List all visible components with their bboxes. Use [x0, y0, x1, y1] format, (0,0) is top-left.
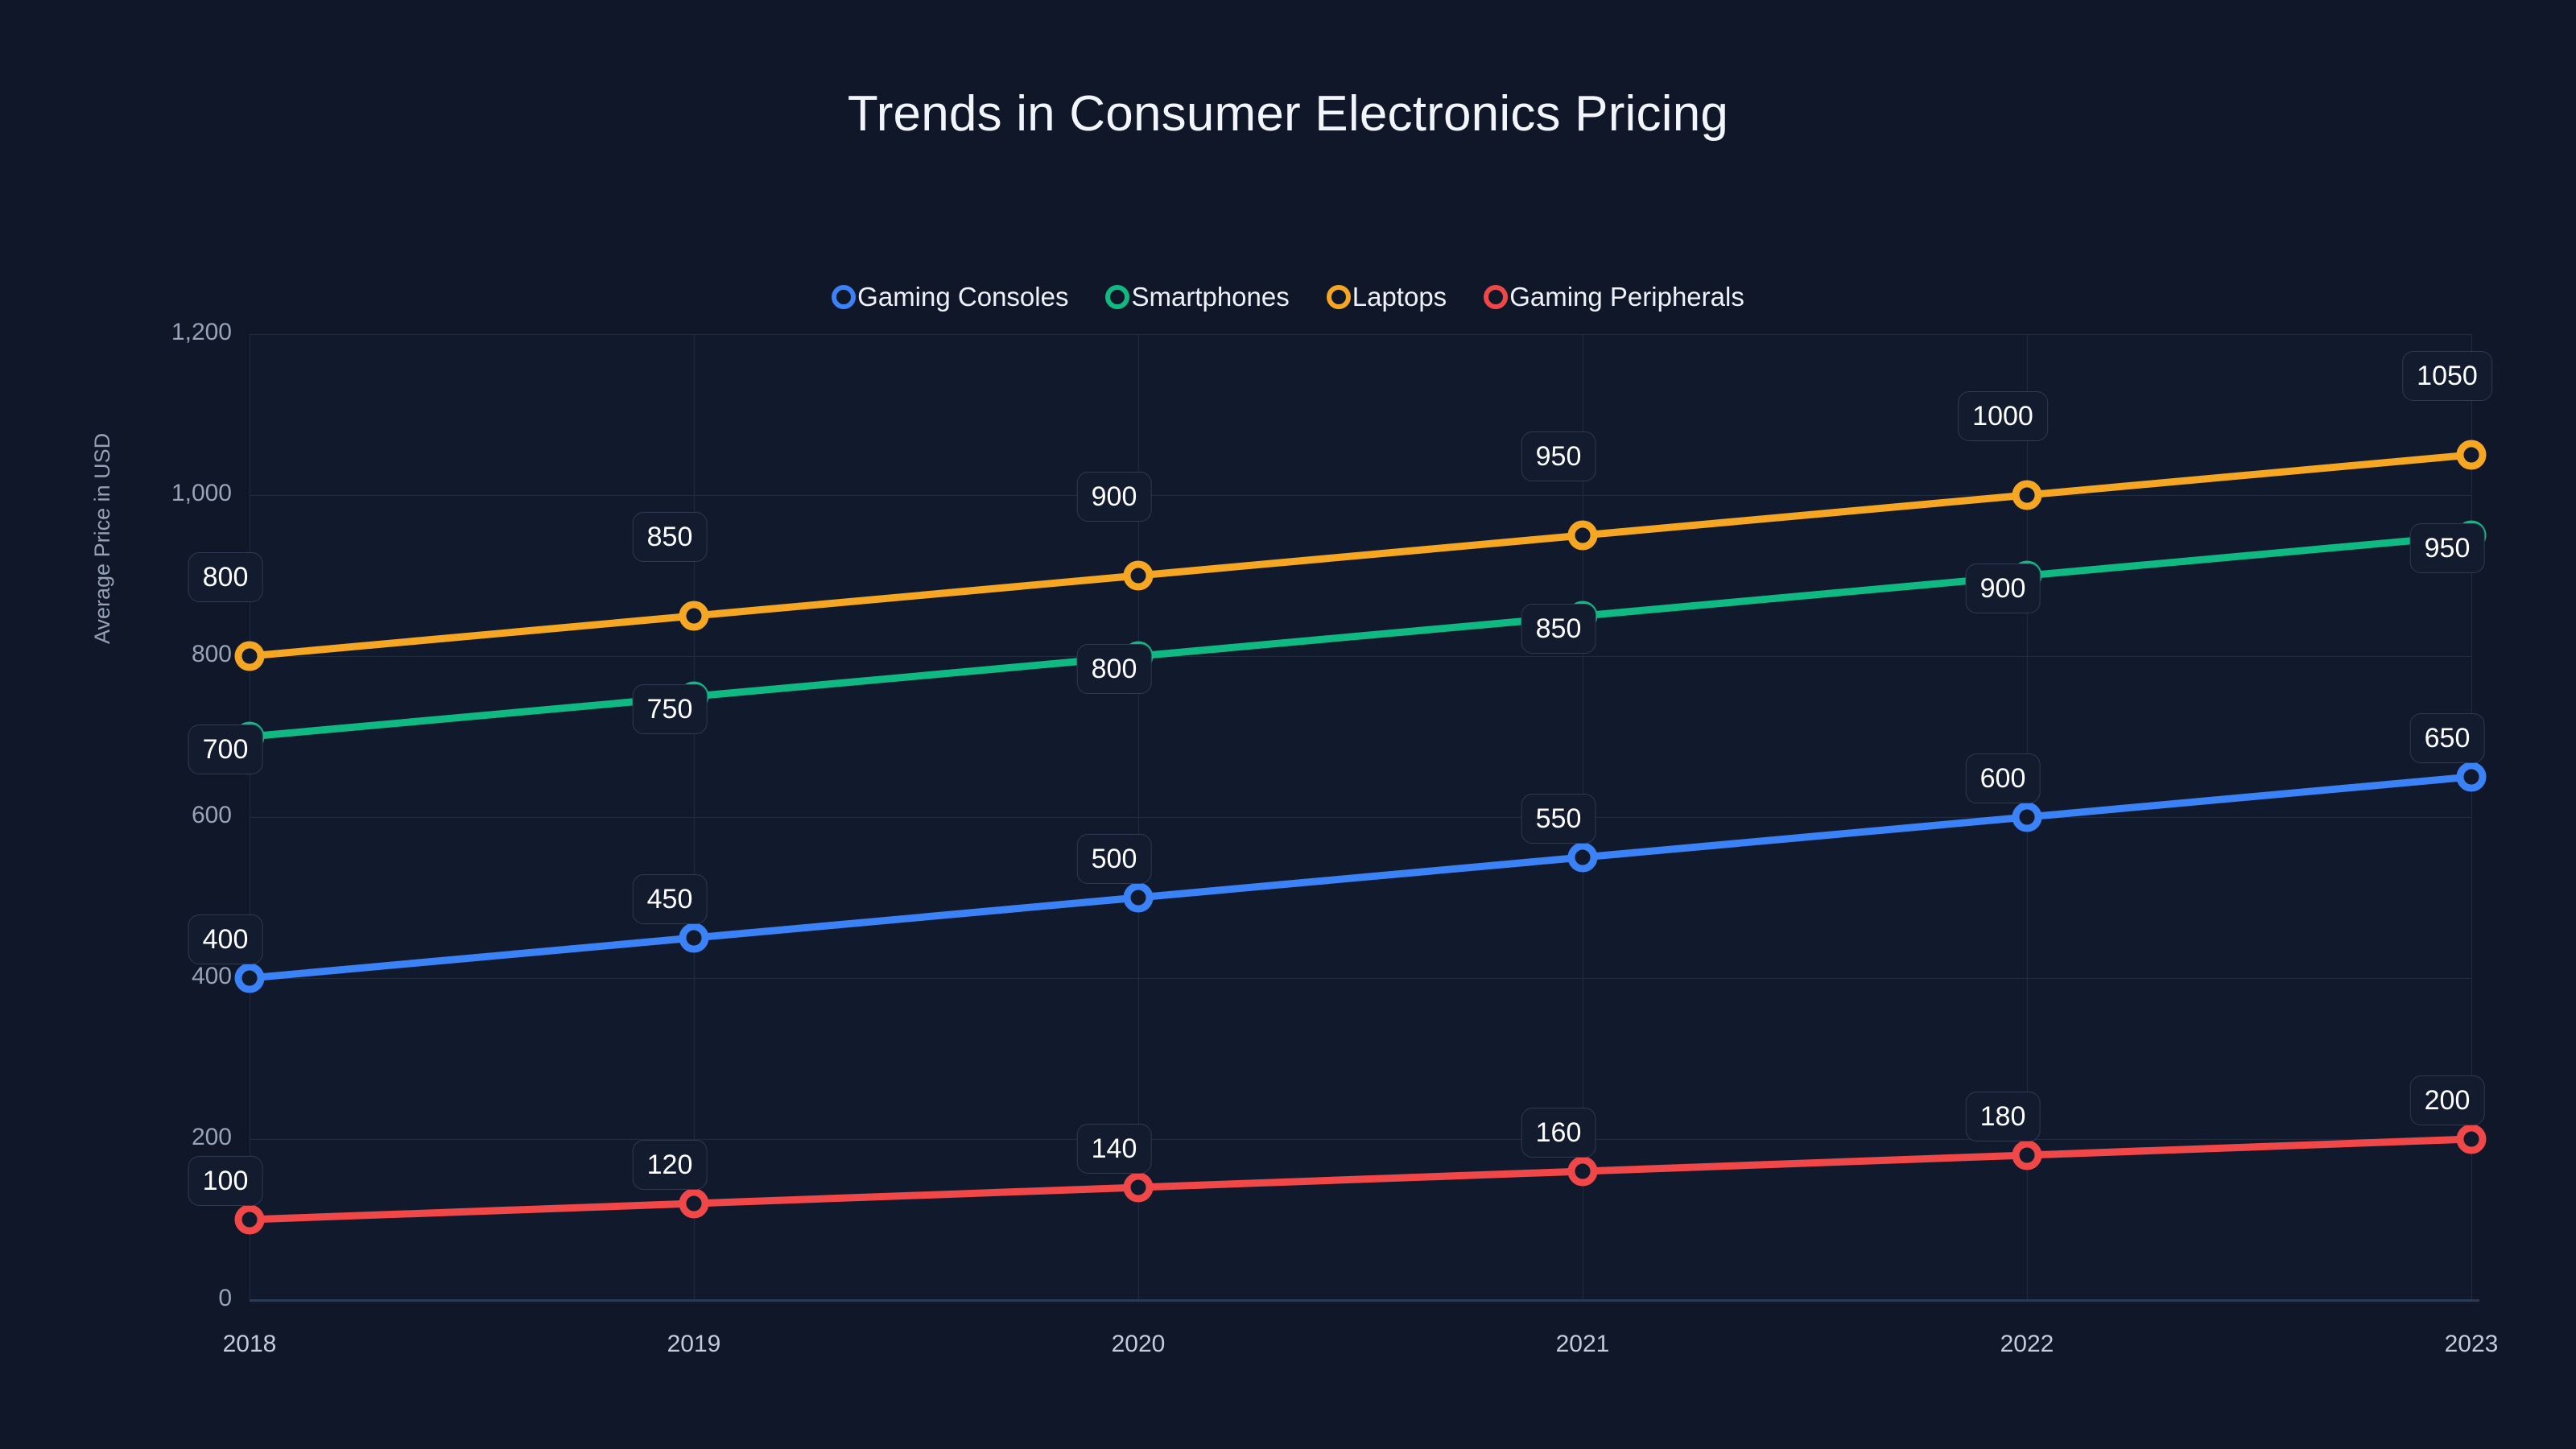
data-label: 800 [188, 552, 263, 602]
gridline-vertical [694, 334, 695, 1300]
data-point-marker[interactable] [234, 1204, 265, 1235]
data-label: 160 [1521, 1108, 1596, 1158]
plot-area [250, 334, 2472, 1301]
chart-legend: Gaming Consoles Smartphones Laptops Gaming … [0, 282, 2576, 312]
x-axis-tick-label: 2021 [1555, 1331, 1610, 1357]
data-label: 1000 [1958, 391, 2048, 441]
data-point-marker[interactable] [2012, 1140, 2042, 1170]
legend-item-label: Gaming Peripherals [1509, 282, 1744, 312]
data-point-marker[interactable] [234, 641, 265, 671]
data-point-marker[interactable] [1567, 1156, 1598, 1187]
x-axis-tick-label: 2018 [222, 1331, 277, 1357]
gridline-vertical [2471, 334, 2472, 1300]
data-point-marker[interactable] [679, 923, 709, 953]
data-point-marker[interactable] [2456, 1124, 2487, 1154]
data-label: 1050 [2402, 351, 2492, 401]
data-label: 120 [632, 1140, 708, 1190]
gridline-horizontal [250, 656, 2471, 657]
data-point-marker[interactable] [234, 963, 265, 993]
series-line-smartphones [246, 531, 2475, 741]
data-label: 650 [2409, 713, 2485, 763]
data-label: 850 [632, 512, 708, 562]
data-point-marker[interactable] [679, 1188, 709, 1219]
data-label: 100 [188, 1156, 263, 1206]
gridline-horizontal [250, 1139, 2471, 1140]
data-label: 950 [2409, 523, 2485, 573]
series-line-laptops [246, 451, 2475, 660]
gridline-vertical [1138, 334, 1139, 1300]
data-label: 850 [1521, 604, 1596, 654]
gridline-horizontal [250, 495, 2471, 496]
data-point-marker[interactable] [1123, 560, 1154, 591]
y-axis-tick-label: 1,200 [171, 319, 232, 345]
series-line-gaming-consoles [246, 773, 2475, 982]
data-point-marker[interactable] [2456, 762, 2487, 792]
y-axis-tick-label: 200 [191, 1124, 232, 1150]
legend-item-label: Smartphones [1131, 282, 1290, 312]
legend-item-laptops[interactable]: Laptops [1326, 282, 1447, 312]
data-label: 140 [1076, 1124, 1152, 1174]
data-label: 400 [188, 914, 263, 964]
x-axis-tick-label: 2023 [2444, 1331, 2499, 1357]
data-point-marker[interactable] [2012, 480, 2042, 510]
data-label: 500 [1076, 834, 1152, 884]
y-axis-tick-label: 600 [191, 802, 232, 828]
y-axis-tick-label: 400 [191, 963, 232, 989]
legend-item-label: Gaming Consoles [857, 282, 1069, 312]
data-label: 700 [188, 724, 263, 774]
data-label: 200 [2409, 1075, 2485, 1125]
data-label: 950 [1521, 431, 1596, 481]
data-label: 550 [1521, 794, 1596, 844]
data-label: 180 [1965, 1092, 2041, 1141]
x-axis-tick-label: 2019 [667, 1331, 721, 1357]
chart-title: Trends in Consumer Electronics Pricing [847, 86, 1729, 142]
legend-marker-icon [832, 285, 857, 309]
y-axis-tick-label: 1,000 [171, 480, 232, 506]
legend-marker-icon [1484, 285, 1509, 309]
gridline-horizontal [250, 817, 2471, 818]
x-axis-tick-label: 2022 [2000, 1331, 2054, 1357]
y-axis-tick-label: 0 [218, 1285, 232, 1311]
data-label: 450 [632, 874, 708, 924]
legend-marker-icon [1326, 285, 1351, 309]
data-point-marker[interactable] [2012, 802, 2042, 832]
x-axis-line [250, 1299, 2479, 1302]
legend-item-gaming-consoles[interactable]: Gaming Consoles [832, 282, 1068, 312]
legend-item-label: Laptops [1352, 282, 1447, 312]
y-axis-tick-label: 800 [191, 641, 232, 667]
data-point-marker[interactable] [1123, 882, 1154, 913]
data-label: 900 [1965, 564, 2041, 613]
x-axis-tick-label: 2020 [1111, 1331, 1166, 1357]
data-label: 600 [1965, 753, 2041, 803]
data-point-marker[interactable] [1567, 520, 1598, 551]
legend-item-gaming-peripherals[interactable]: Gaming Peripherals [1484, 282, 1744, 312]
data-point-marker[interactable] [679, 601, 709, 631]
gridline-horizontal [250, 978, 2471, 979]
legend-marker-icon [1105, 285, 1130, 309]
gridline-horizontal [250, 334, 2471, 335]
legend-item-smartphones[interactable]: Smartphones [1105, 282, 1290, 312]
data-label: 800 [1076, 644, 1152, 694]
data-point-marker[interactable] [1123, 1172, 1154, 1203]
data-label: 750 [632, 684, 708, 734]
series-line-gaming-peripherals [246, 1135, 2475, 1224]
data-label: 900 [1076, 472, 1152, 522]
data-point-marker[interactable] [2456, 440, 2487, 470]
data-point-marker[interactable] [1567, 842, 1598, 873]
